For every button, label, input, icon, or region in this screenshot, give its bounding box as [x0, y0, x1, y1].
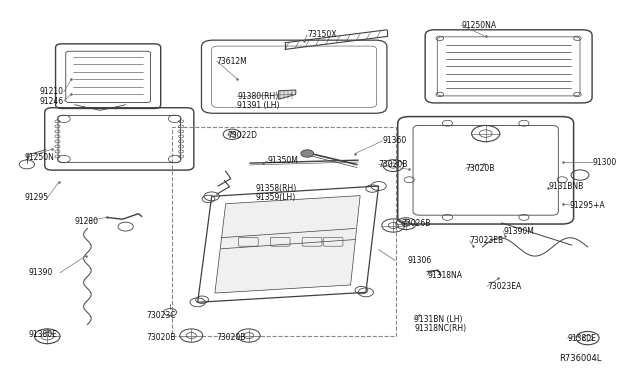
Polygon shape [215, 196, 360, 293]
Text: 73612M: 73612M [217, 57, 248, 66]
Text: 91210: 91210 [40, 87, 64, 96]
Text: 91250NA: 91250NA [461, 21, 497, 30]
Text: 91390M: 91390M [504, 227, 534, 235]
Text: 73022D: 73022D [228, 131, 258, 140]
Text: 91358(RH): 91358(RH) [255, 185, 296, 193]
Text: 91391 (LH): 91391 (LH) [237, 101, 280, 110]
Text: 73023EB: 73023EB [470, 236, 504, 245]
Text: 73023EA: 73023EA [487, 282, 521, 291]
Text: 91380E: 91380E [567, 334, 596, 343]
Text: 73020B: 73020B [379, 160, 408, 169]
Text: 73150X: 73150X [307, 30, 337, 39]
Circle shape [301, 150, 314, 157]
Text: 91360: 91360 [383, 137, 406, 145]
Text: 9131BN (LH): 9131BN (LH) [414, 315, 463, 324]
Text: 91380(RH): 91380(RH) [237, 92, 278, 101]
Text: 91306: 91306 [408, 256, 432, 265]
Text: 91359(LH): 91359(LH) [255, 193, 295, 202]
Text: 91390: 91390 [28, 268, 52, 277]
Text: 91318NA: 91318NA [427, 271, 462, 280]
Text: 91250N: 91250N [24, 153, 54, 162]
Polygon shape [278, 90, 296, 99]
Text: 91350M: 91350M [268, 156, 299, 166]
Text: 73020B: 73020B [217, 333, 246, 342]
Bar [172, 127, 396, 336]
Text: 73020B: 73020B [465, 164, 495, 173]
Text: R736004L: R736004L [559, 354, 602, 363]
Text: 91246: 91246 [40, 97, 64, 106]
Text: 9131BNB: 9131BNB [548, 182, 584, 191]
Text: 91300: 91300 [593, 157, 617, 167]
Text: 91318NC(RH): 91318NC(RH) [414, 324, 467, 333]
Text: 91295: 91295 [24, 193, 49, 202]
Text: 73026B: 73026B [401, 219, 431, 228]
Text: 73020B: 73020B [147, 333, 176, 342]
Text: 73023C: 73023C [147, 311, 176, 320]
Text: 91380E: 91380E [28, 330, 57, 339]
Text: 91295+A: 91295+A [570, 201, 605, 210]
Text: 91280: 91280 [75, 217, 99, 225]
